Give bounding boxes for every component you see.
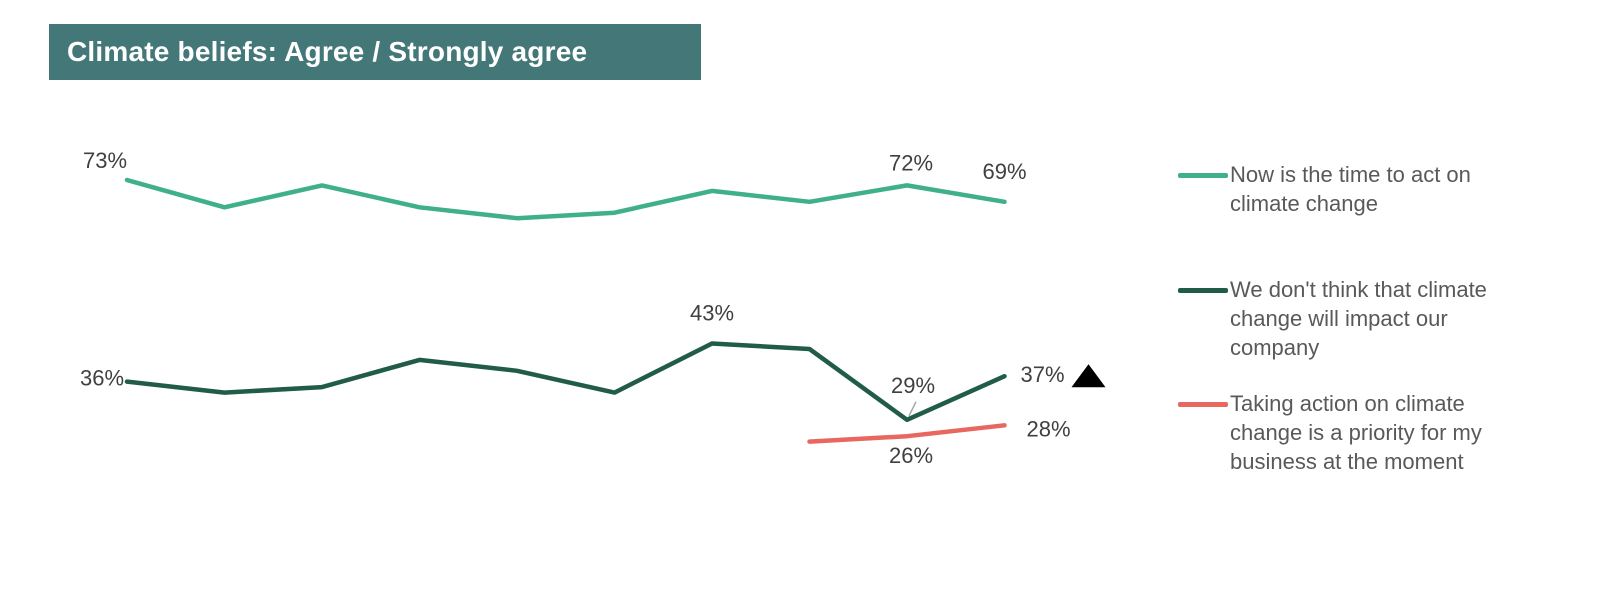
data-label-s1-p10: 69% [982,159,1026,184]
legend-swatch-1 [1178,173,1228,178]
data-label-s3-p9: 26% [889,443,933,468]
series-line-1 [124,177,1007,221]
title-bar: Climate beliefs: Agree / Strongly agree [49,24,701,80]
data-label-s2-p9: 29% [891,373,935,398]
data-label-s3-p10: 28% [1026,416,1070,441]
series-line-2 [124,341,1007,423]
up-triangle-icon [1071,364,1106,388]
data-label-s1-p9: 72% [889,150,933,175]
legend-item-3: Taking action on climate change is a pri… [1178,389,1530,476]
data-label-s2-p7: 43% [690,301,734,326]
legend-label-3: Taking action on climate change is a pri… [1230,391,1482,474]
series-line-3 [807,423,1007,444]
legend-swatch-3 [1178,402,1228,407]
data-label-s2-p10: 37% [1020,362,1064,387]
legend-item-2: We don't think that climate change will … [1178,275,1530,362]
legend-item-1: Now is the time to act on climate change [1178,160,1530,218]
data-label-s2-p1: 36% [80,366,124,391]
data-label-s1-p1: 73% [83,148,127,173]
legend-label-1: Now is the time to act on climate change [1230,162,1471,216]
legend-label-2: We don't think that climate change will … [1230,277,1487,360]
legend-swatch-2 [1178,288,1228,293]
chart-title: Climate beliefs: Agree / Strongly agree [67,36,588,67]
leader-line-29 [908,401,917,417]
